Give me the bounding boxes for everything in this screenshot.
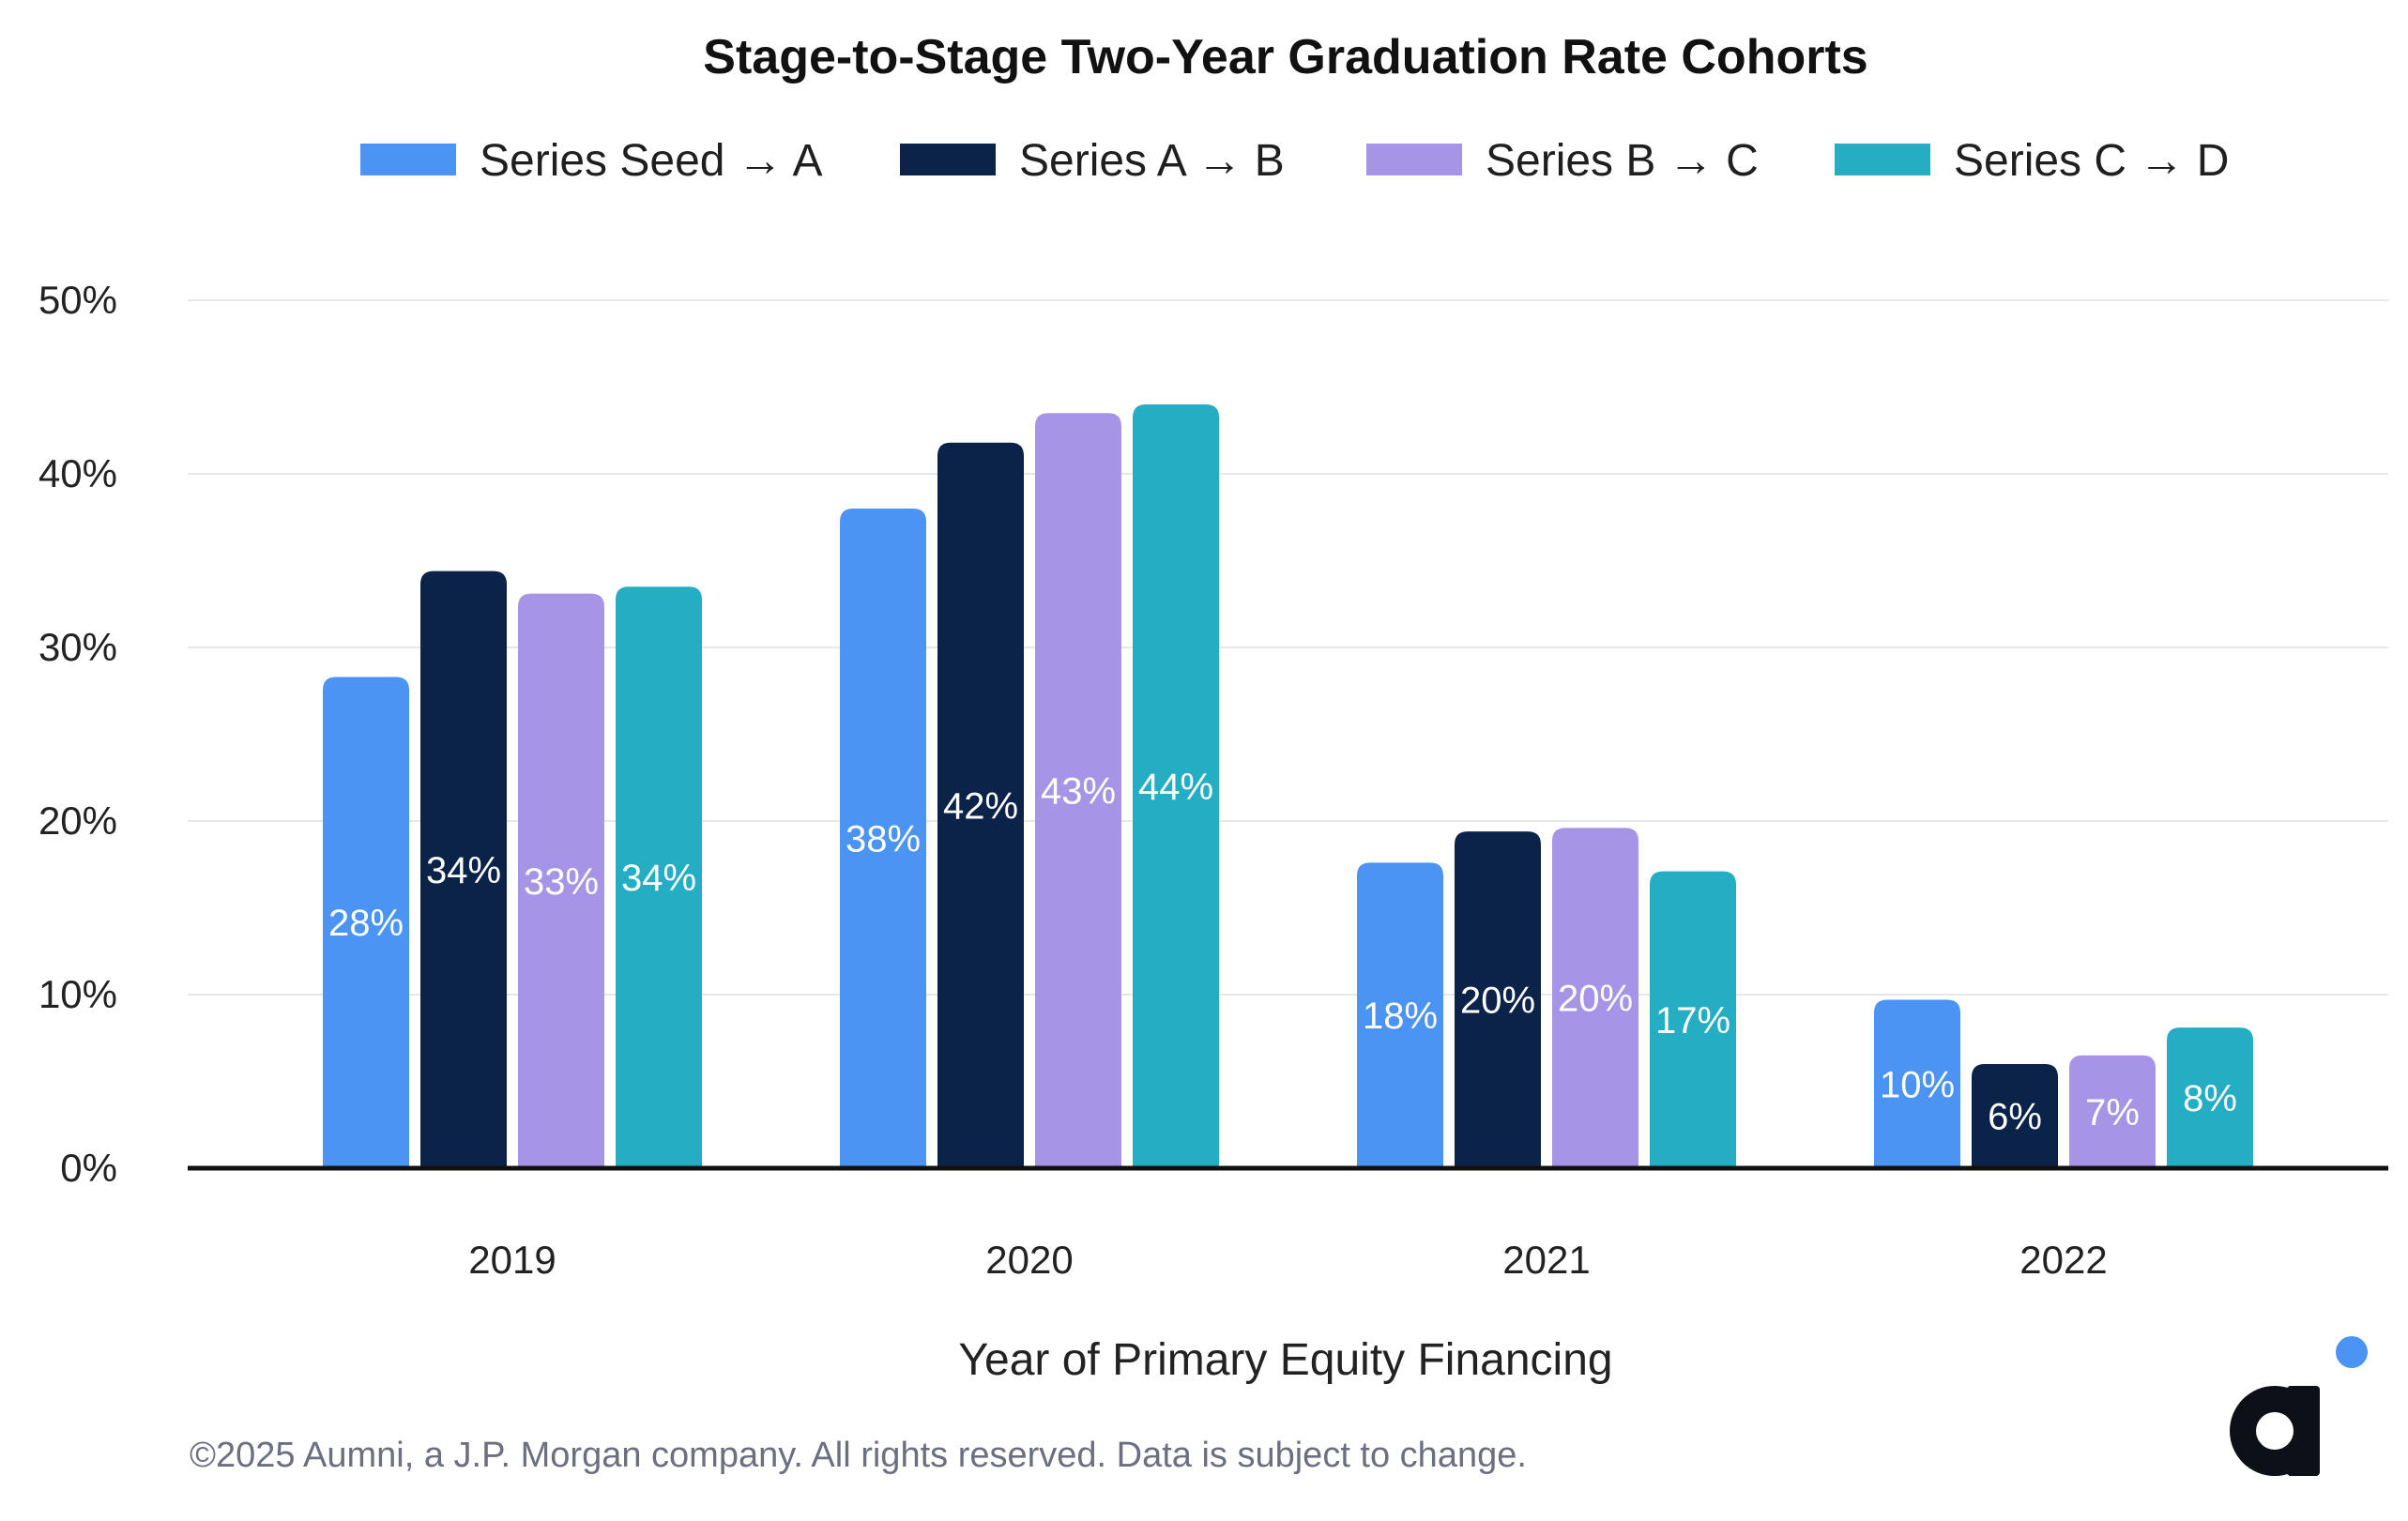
data-label: 33%: [524, 861, 599, 903]
bar: [1035, 413, 1121, 1168]
bar: [2167, 1027, 2253, 1168]
legend-swatch: [1366, 144, 1462, 175]
legend-item: Series C → D: [1835, 136, 2229, 186]
data-label: 34%: [621, 858, 696, 899]
data-label: 44%: [1138, 767, 1213, 808]
y-tick-label: 20%: [38, 799, 117, 843]
data-label: 28%: [328, 903, 404, 944]
gridlines: [188, 299, 2388, 996]
legend-swatch: [360, 144, 456, 175]
y-tick-label: 30%: [38, 625, 117, 669]
legend-item: Series Seed → A: [360, 136, 823, 186]
data-label: 20%: [1558, 979, 1633, 1020]
bar: [1874, 999, 1960, 1168]
y-axis-ticks: 0% 10% 20% 30% 40% 50%: [38, 278, 117, 1190]
y-tick-label: 10%: [38, 972, 117, 1016]
data-label: 6%: [1988, 1097, 2042, 1138]
data-label: 43%: [1041, 771, 1116, 813]
x-axis-label: Year of Primary Equity Financing: [958, 1335, 1612, 1385]
aumni-logo: [2230, 1336, 2368, 1476]
legend-label: Series A → B: [1019, 136, 1285, 186]
bar: [937, 442, 1024, 1168]
bar: [1552, 828, 1638, 1168]
legend-swatch: [1835, 144, 1930, 175]
chart-title: Stage-to-Stage Two-Year Graduation Rate …: [703, 30, 1867, 84]
x-tick-label: 2019: [468, 1238, 556, 1282]
copyright-footer: ©2025 Aumni, a J.P. Morgan company. All …: [190, 1436, 1527, 1475]
bar: [1972, 1064, 2058, 1168]
data-label: 34%: [426, 850, 501, 891]
legend-label: Series C → D: [1954, 136, 2229, 186]
x-tick-label: 2022: [2019, 1238, 2107, 1282]
data-label: 8%: [2183, 1078, 2237, 1119]
data-labels: 28% 34% 33% 34% 38% 42% 43% 44% 18% 20% 20% 17% 10% 6…: [328, 767, 2237, 1138]
bar: [1650, 871, 1736, 1168]
legend-swatch: [900, 144, 996, 175]
logo-counter: [2256, 1412, 2294, 1450]
data-label: 17%: [1655, 1000, 1730, 1042]
bar: [518, 593, 604, 1168]
data-label: 10%: [1880, 1064, 1955, 1105]
data-label: 18%: [1363, 996, 1438, 1037]
y-tick-label: 50%: [38, 278, 117, 322]
legend-item: Series B → C: [1366, 136, 1759, 186]
bar: [1455, 831, 1541, 1168]
y-tick-label: 0%: [60, 1146, 117, 1190]
y-tick-label: 40%: [38, 451, 117, 495]
bar: [323, 677, 409, 1168]
bar: [1357, 862, 1443, 1168]
bar: [840, 509, 926, 1168]
legend-item: Series A → B: [900, 136, 1285, 186]
data-label: 20%: [1460, 981, 1535, 1022]
x-tick-label: 2021: [1502, 1238, 1590, 1282]
data-label: 42%: [943, 785, 1018, 827]
bar: [2069, 1055, 2156, 1168]
legend-label: Series Seed → A: [480, 136, 823, 186]
bar: [616, 586, 702, 1168]
x-axis-ticks: 2019 2020 2021 2022: [468, 1238, 2107, 1282]
data-label: 38%: [846, 819, 921, 860]
legend: Series Seed → A Series A → B Series B → C S…: [360, 136, 2229, 186]
logo-dot: [2336, 1336, 2368, 1368]
x-tick-label: 2020: [985, 1238, 1073, 1282]
bar: [1133, 404, 1219, 1168]
bar: [420, 570, 507, 1168]
data-label: 7%: [2085, 1092, 2140, 1133]
bars: [323, 404, 2253, 1168]
legend-label: Series B → C: [1486, 136, 1759, 186]
